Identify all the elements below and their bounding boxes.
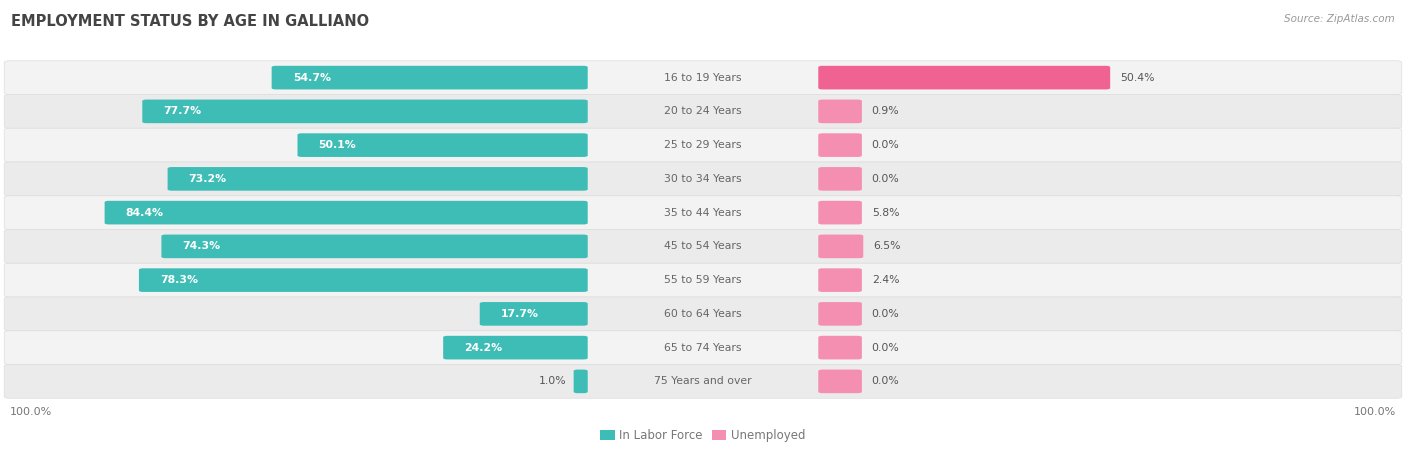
Text: 73.2%: 73.2% bbox=[188, 174, 226, 184]
Text: 35 to 44 Years: 35 to 44 Years bbox=[664, 207, 742, 218]
FancyBboxPatch shape bbox=[818, 99, 862, 123]
Text: 0.0%: 0.0% bbox=[872, 376, 900, 387]
Text: EMPLOYMENT STATUS BY AGE IN GALLIANO: EMPLOYMENT STATUS BY AGE IN GALLIANO bbox=[11, 14, 370, 28]
FancyBboxPatch shape bbox=[818, 133, 862, 157]
Text: 75 Years and over: 75 Years and over bbox=[654, 376, 752, 387]
Text: 60 to 64 Years: 60 to 64 Years bbox=[664, 309, 742, 319]
FancyBboxPatch shape bbox=[818, 66, 1111, 90]
Text: 1.0%: 1.0% bbox=[538, 376, 567, 387]
FancyBboxPatch shape bbox=[479, 302, 588, 326]
Text: 17.7%: 17.7% bbox=[501, 309, 538, 319]
FancyBboxPatch shape bbox=[142, 99, 588, 123]
Text: 5.8%: 5.8% bbox=[872, 207, 900, 218]
FancyBboxPatch shape bbox=[4, 297, 1402, 331]
Text: 78.3%: 78.3% bbox=[160, 275, 198, 285]
FancyBboxPatch shape bbox=[4, 331, 1402, 364]
Text: 25 to 29 Years: 25 to 29 Years bbox=[664, 140, 742, 150]
Text: 0.0%: 0.0% bbox=[872, 309, 900, 319]
FancyBboxPatch shape bbox=[139, 268, 588, 292]
FancyBboxPatch shape bbox=[443, 336, 588, 360]
FancyBboxPatch shape bbox=[4, 230, 1402, 263]
Legend: In Labor Force, Unemployed: In Labor Force, Unemployed bbox=[600, 429, 806, 442]
Text: 0.9%: 0.9% bbox=[872, 106, 900, 117]
Text: 74.3%: 74.3% bbox=[183, 241, 221, 252]
FancyBboxPatch shape bbox=[4, 162, 1402, 196]
Text: 50.4%: 50.4% bbox=[1121, 72, 1154, 83]
FancyBboxPatch shape bbox=[818, 268, 862, 292]
Text: 24.2%: 24.2% bbox=[464, 342, 502, 353]
Text: 55 to 59 Years: 55 to 59 Years bbox=[664, 275, 742, 285]
Text: 45 to 54 Years: 45 to 54 Years bbox=[664, 241, 742, 252]
FancyBboxPatch shape bbox=[818, 369, 862, 393]
FancyBboxPatch shape bbox=[298, 133, 588, 157]
Text: Source: ZipAtlas.com: Source: ZipAtlas.com bbox=[1284, 14, 1395, 23]
FancyBboxPatch shape bbox=[4, 61, 1402, 94]
FancyBboxPatch shape bbox=[271, 66, 588, 90]
Text: 20 to 24 Years: 20 to 24 Years bbox=[664, 106, 742, 117]
FancyBboxPatch shape bbox=[4, 94, 1402, 128]
FancyBboxPatch shape bbox=[818, 336, 862, 360]
Text: 2.4%: 2.4% bbox=[872, 275, 900, 285]
FancyBboxPatch shape bbox=[818, 167, 862, 191]
Text: 0.0%: 0.0% bbox=[872, 342, 900, 353]
FancyBboxPatch shape bbox=[818, 201, 862, 225]
Text: 100.0%: 100.0% bbox=[10, 407, 52, 417]
FancyBboxPatch shape bbox=[162, 234, 588, 258]
Text: 0.0%: 0.0% bbox=[872, 140, 900, 150]
Text: 84.4%: 84.4% bbox=[125, 207, 163, 218]
FancyBboxPatch shape bbox=[4, 364, 1402, 398]
Text: 65 to 74 Years: 65 to 74 Years bbox=[664, 342, 742, 353]
Text: 6.5%: 6.5% bbox=[873, 241, 901, 252]
FancyBboxPatch shape bbox=[167, 167, 588, 191]
Text: 16 to 19 Years: 16 to 19 Years bbox=[664, 72, 742, 83]
FancyBboxPatch shape bbox=[818, 234, 863, 258]
Text: 77.7%: 77.7% bbox=[163, 106, 201, 117]
Text: 50.1%: 50.1% bbox=[319, 140, 356, 150]
FancyBboxPatch shape bbox=[4, 128, 1402, 162]
FancyBboxPatch shape bbox=[4, 263, 1402, 297]
FancyBboxPatch shape bbox=[818, 302, 862, 326]
Text: 100.0%: 100.0% bbox=[1354, 407, 1396, 417]
FancyBboxPatch shape bbox=[574, 369, 588, 393]
Text: 0.0%: 0.0% bbox=[872, 174, 900, 184]
Text: 54.7%: 54.7% bbox=[292, 72, 330, 83]
Text: 30 to 34 Years: 30 to 34 Years bbox=[664, 174, 742, 184]
FancyBboxPatch shape bbox=[4, 196, 1402, 230]
FancyBboxPatch shape bbox=[104, 201, 588, 225]
